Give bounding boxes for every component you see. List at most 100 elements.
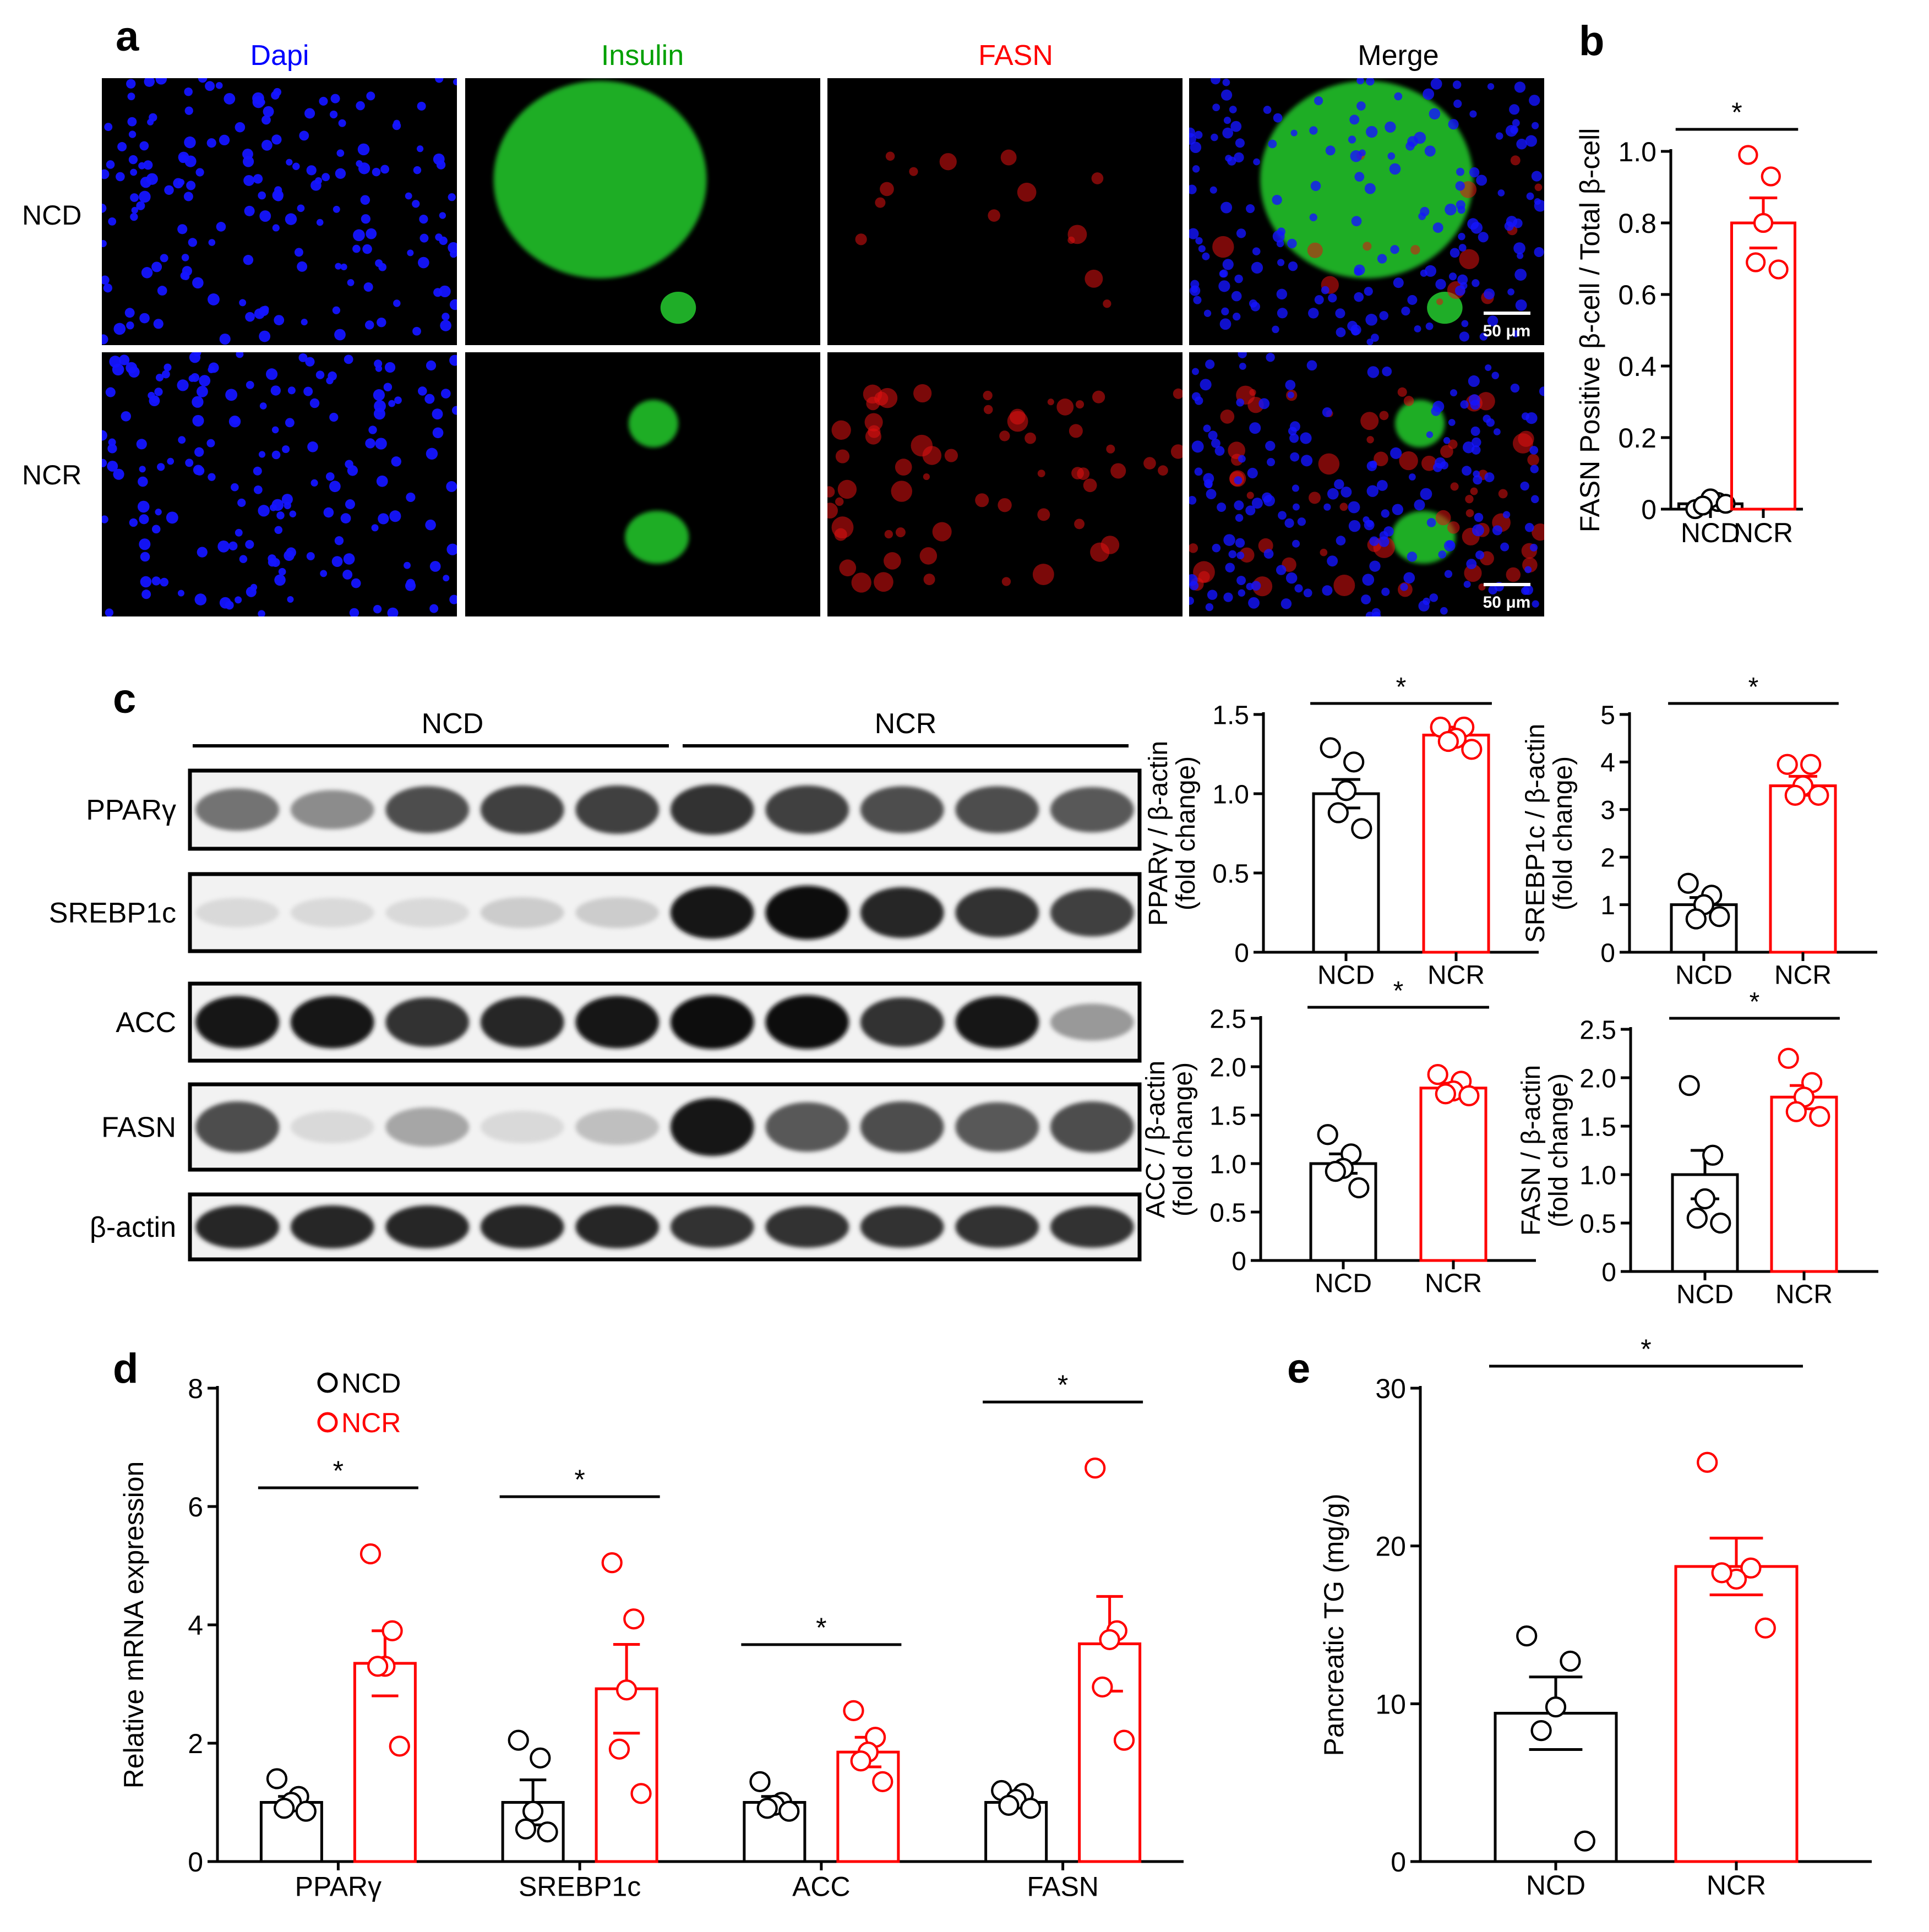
dapi-nucleus xyxy=(1263,106,1272,114)
data-point xyxy=(359,1543,382,1565)
data-point xyxy=(1677,872,1699,894)
dapi-nucleus xyxy=(1246,204,1255,214)
blot-band xyxy=(860,786,944,833)
dapi-nucleus xyxy=(1245,505,1256,516)
dapi-nucleus xyxy=(1336,536,1346,545)
dapi-nucleus xyxy=(1530,543,1538,552)
blot-band xyxy=(670,1098,754,1156)
dapi-nucleus xyxy=(157,463,165,471)
dapi-nucleus xyxy=(1272,194,1282,205)
dapi-nucleus xyxy=(188,238,197,247)
dapi-nucleus xyxy=(357,143,370,156)
micrograph-ncr-dapi xyxy=(102,352,457,616)
dapi-nucleus xyxy=(237,498,246,507)
data-point xyxy=(1461,739,1483,760)
dapi-nucleus xyxy=(1263,549,1274,559)
fasn-signal xyxy=(895,459,912,476)
micrograph-content: 50 μm xyxy=(1189,78,1544,345)
fasn-signal xyxy=(1001,577,1011,586)
dapi-nucleus xyxy=(271,426,279,434)
dapi-nucleus xyxy=(146,173,158,185)
dapi-nucleus xyxy=(1530,465,1539,473)
dapi-nucleus xyxy=(149,395,160,407)
dapi-nucleus xyxy=(1190,141,1202,154)
fasn-signal xyxy=(1374,451,1388,467)
dapi-nucleus xyxy=(351,578,361,588)
data-point xyxy=(1808,784,1829,806)
y-tick-label: 6 xyxy=(188,1492,203,1522)
dapi-nucleus xyxy=(1390,447,1402,459)
blot-band xyxy=(1050,1101,1134,1153)
fasn-signal xyxy=(911,434,933,457)
data-point xyxy=(756,1798,778,1819)
dapi-nucleus xyxy=(375,259,383,268)
dapi-nucleus xyxy=(192,414,204,427)
dapi-nucleus xyxy=(1285,380,1296,390)
fasn-signal xyxy=(944,449,958,462)
data-point xyxy=(1784,784,1806,806)
fasn-signal xyxy=(1069,424,1083,438)
y-tick-label: 2 xyxy=(188,1728,203,1759)
dapi-nucleus xyxy=(1308,308,1319,319)
chart-c-fasn: 0 0.5 1.0 1.5 2.0 2.5 FASN / β-actin(fold chan… xyxy=(1517,987,1878,1309)
dapi-nucleus xyxy=(303,386,313,396)
fasn-signal xyxy=(1436,298,1443,305)
dapi-nucleus xyxy=(1470,426,1480,436)
data-point xyxy=(1348,1177,1370,1199)
dapi-nucleus xyxy=(228,416,241,428)
dapi-nucleus xyxy=(1290,129,1298,137)
dapi-nucleus xyxy=(208,293,220,305)
dapi-nucleus xyxy=(392,121,401,130)
dapi-nucleus xyxy=(345,499,356,510)
dapi-nucleus xyxy=(364,320,374,330)
dapi-nucleus xyxy=(1234,500,1244,511)
dapi-nucleus xyxy=(320,570,328,577)
dapi-nucleus xyxy=(286,159,293,166)
dapi-nucleus xyxy=(1191,392,1201,401)
dapi-nucleus xyxy=(413,166,422,174)
micrograph-ncd-merge: 50 μm xyxy=(1189,78,1544,345)
data-point xyxy=(1710,1212,1731,1234)
dapi-nucleus xyxy=(1310,181,1321,192)
dapi-nucleus xyxy=(1247,467,1258,479)
dapi-nucleus xyxy=(1309,126,1318,135)
dapi-nucleus xyxy=(205,81,215,91)
dapi-nucleus xyxy=(184,155,197,167)
dapi-nucleus xyxy=(1425,322,1434,330)
y-tick-label: 1 xyxy=(1600,891,1615,920)
dapi-nucleus xyxy=(1285,572,1298,584)
dapi-nucleus xyxy=(128,366,140,378)
blot-band xyxy=(955,786,1039,833)
dapi-nucleus xyxy=(1193,296,1202,304)
y-axis-label: Relative mRNA expression xyxy=(118,1461,149,1789)
dapi-nucleus xyxy=(236,352,244,358)
fasn-signal xyxy=(1067,236,1075,244)
dapi-nucleus xyxy=(1233,312,1241,321)
dapi-nucleus xyxy=(1525,135,1537,147)
blot-band xyxy=(290,898,374,927)
dapi-nucleus xyxy=(284,501,291,510)
dapi-nucleus xyxy=(177,179,185,186)
x-tick-label: ACC xyxy=(792,1871,851,1902)
dapi-nucleus xyxy=(102,275,110,285)
dapi-nucleus xyxy=(130,212,138,221)
dapi-nucleus xyxy=(254,308,265,319)
dapi-nucleus xyxy=(333,205,340,213)
dapi-nucleus xyxy=(1458,233,1465,241)
dapi-nucleus xyxy=(197,386,208,397)
data-point xyxy=(1777,754,1798,775)
dapi-nucleus xyxy=(1445,203,1457,216)
dapi-nucleus xyxy=(271,91,280,100)
fasn-signal xyxy=(835,449,850,463)
fasn-signal xyxy=(1470,487,1478,495)
blot-band xyxy=(575,1205,660,1248)
fasn-signal xyxy=(851,572,871,593)
dapi-nucleus xyxy=(194,593,207,605)
dapi-nucleus xyxy=(124,308,135,318)
dapi-nucleus xyxy=(309,398,320,408)
data-point xyxy=(389,1735,410,1757)
dapi-nucleus xyxy=(287,596,294,603)
dapi-nucleus xyxy=(1530,495,1539,504)
dapi-nucleus xyxy=(366,228,377,239)
dapi-nucleus xyxy=(160,577,169,587)
